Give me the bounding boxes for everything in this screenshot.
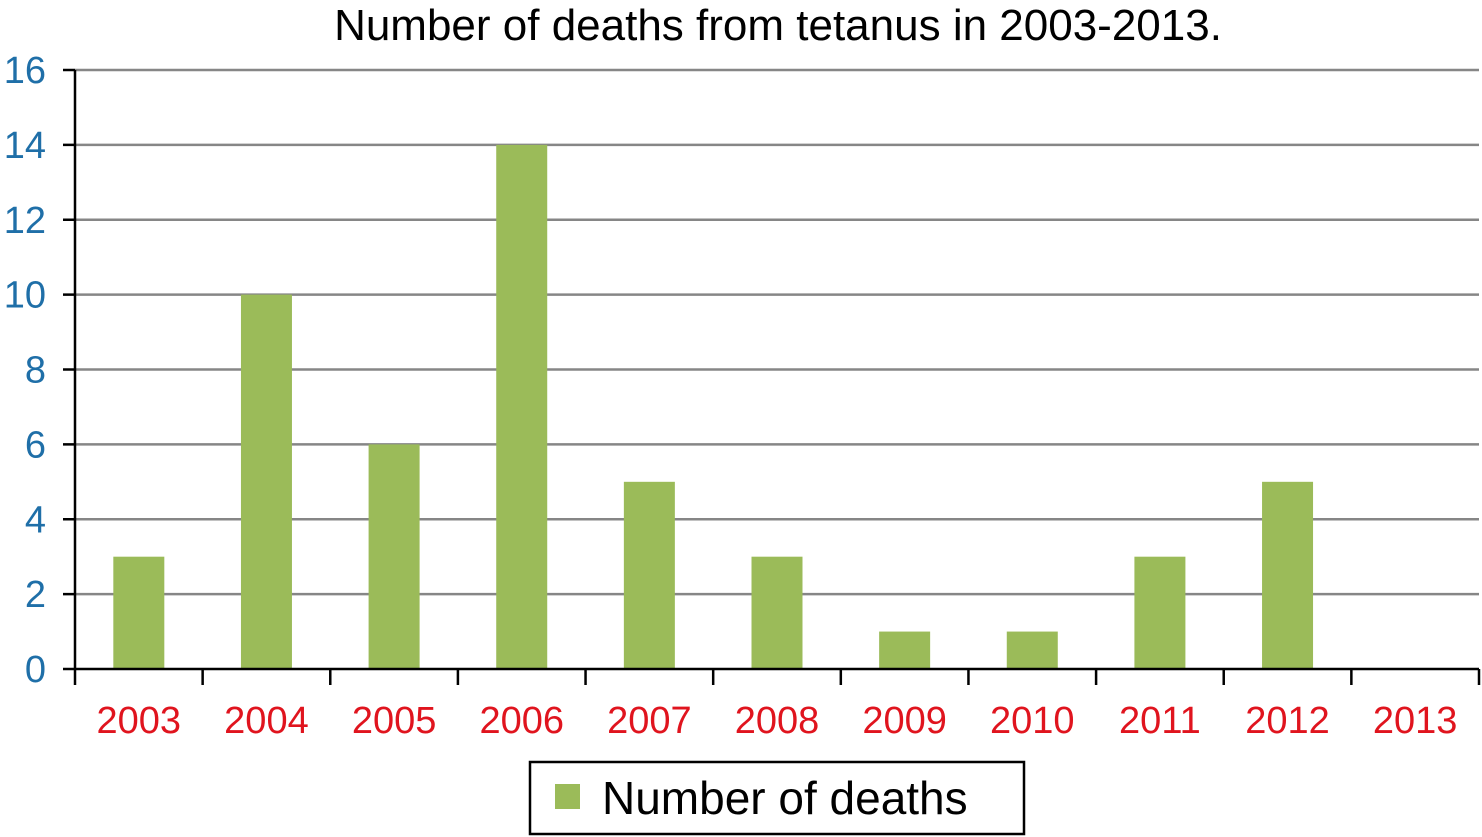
bar-2007 bbox=[623, 481, 675, 669]
bar-2008 bbox=[751, 556, 803, 669]
chart-title: Number of deaths from tetanus in 2003-20… bbox=[334, 1, 1222, 50]
y-tick-label: 10 bbox=[4, 275, 46, 317]
y-tick-label: 16 bbox=[4, 50, 46, 92]
bar-2003 bbox=[113, 556, 165, 669]
legend-box bbox=[528, 760, 1026, 836]
legend-label: Number of deaths bbox=[602, 772, 968, 824]
bar-2011 bbox=[1134, 556, 1186, 669]
bar-2012 bbox=[1262, 481, 1314, 669]
x-tick-label: 2004 bbox=[224, 700, 309, 742]
x-tick-label: 2009 bbox=[862, 700, 947, 742]
x-tick-label: 2003 bbox=[97, 700, 182, 742]
x-tick-label: 2010 bbox=[990, 700, 1075, 742]
y-tick-label: 2 bbox=[25, 574, 46, 616]
x-tick-label: 2011 bbox=[1119, 700, 1201, 742]
y-tick-label: 8 bbox=[25, 350, 46, 392]
bar-2010 bbox=[1006, 631, 1058, 669]
bar-2009 bbox=[879, 631, 931, 669]
x-tick-label: 2012 bbox=[1245, 700, 1330, 742]
bars bbox=[113, 144, 1314, 669]
x-tick-label: 2006 bbox=[479, 700, 564, 742]
x-tick-label: 2008 bbox=[735, 700, 820, 742]
bar-2004 bbox=[240, 294, 292, 669]
y-axis-tick-labels: 0 2 4 6 8 10 12 14 16 bbox=[4, 50, 46, 691]
x-axis-tick-labels: 2003 2004 2005 2006 2007 2008 2009 2010 2011 2012… bbox=[97, 700, 1458, 742]
x-tick-label: 2013 bbox=[1373, 700, 1458, 742]
x-tick-label: 2007 bbox=[607, 700, 692, 742]
bar-2005 bbox=[368, 444, 420, 669]
y-tick-label: 6 bbox=[25, 424, 46, 466]
bar-2006 bbox=[496, 144, 548, 669]
y-tick-label: 0 bbox=[25, 649, 46, 691]
legend-swatch bbox=[555, 784, 580, 809]
y-tick-label: 12 bbox=[4, 200, 46, 242]
legend: Number of deaths bbox=[528, 760, 1026, 836]
gridlines bbox=[75, 68, 1479, 596]
y-tick-label: 4 bbox=[25, 499, 46, 541]
axes bbox=[63, 68, 1481, 685]
x-tick-label: 2005 bbox=[352, 700, 437, 742]
y-tick-label: 14 bbox=[4, 125, 46, 167]
